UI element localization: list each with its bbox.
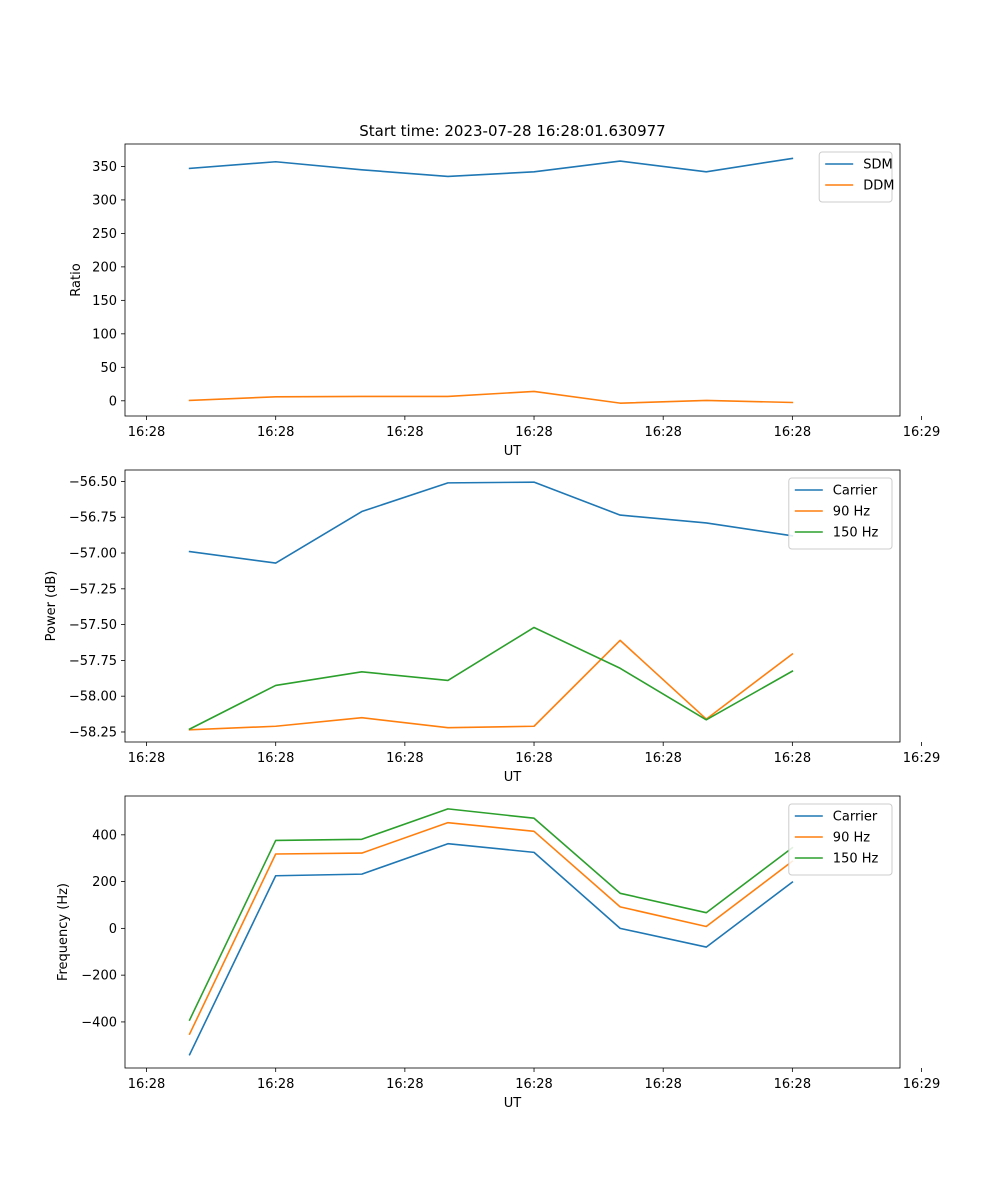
ratio-x-axis-label: UT [504,444,522,459]
power-legend-label: Carrier [833,484,878,499]
frequency-series-line [188,821,794,1036]
power-legend: Carrier 90 Hz 150 Hz [788,477,893,550]
power-y-axis-label: Power (dB) [44,571,59,642]
power-series [188,481,794,731]
power-y-tick-label: −56.75 [69,511,117,526]
ratio-y-tick-label: 300 [92,193,117,208]
ratio-y-tick-label: 50 [100,361,117,376]
power-subplot: 16:28 16:28 16:28 16:28 16:28 16:28 16:29 −58.… [44,469,940,785]
frequency-axes-frame [124,795,901,1069]
frequency-series-line [188,808,794,1022]
ratio-legend-label: DDM [863,179,894,194]
frequency-x-tick-label: 16:28 [515,1077,552,1092]
frequency-x-tick-label: 16:28 [774,1077,811,1092]
frequency-x-tick-label: 16:28 [257,1077,294,1092]
frequency-x-tick-label: 16:28 [386,1077,423,1092]
frequency-y-axis-label: Frequency (Hz) [56,883,71,981]
frequency-legend: Carrier 90 Hz 150 Hz [788,803,893,876]
power-y-tick-label: −57.75 [69,654,117,669]
ratio-series-line [188,390,794,404]
ratio-legend-label: SDM [863,158,892,173]
power-x-tick-label: 16:28 [128,751,165,766]
frequency-legend-label: Carrier [833,810,878,825]
frequency-y-tick-label: 0 [109,922,117,937]
ratio-x-tick-label: 16:28 [386,425,423,440]
frequency-x-tick-label: 16:28 [128,1077,165,1092]
power-x-tick-label: 16:28 [257,751,294,766]
ratio-series-line [188,157,794,178]
ratio-x-tick-label: 16:29 [903,425,940,440]
ratio-y-tick-label: 200 [92,260,117,275]
chart-title: Start time: 2023-07-28 16:28:01.630977 [359,122,665,140]
frequency-legend-label: 150 Hz [833,852,879,867]
ratio-legend: SDM DDM [818,151,894,203]
ratio-axes-frame [124,143,901,417]
ratio-x-tick-label: 16:28 [515,425,552,440]
power-legend-label: 90 Hz [833,505,870,520]
ratio-y-axis: 0 50 100 150 200 250 300 350 [92,160,125,409]
power-y-tick-label: −58.00 [69,690,117,705]
power-x-tick-label: 16:28 [644,751,681,766]
power-y-tick-label: −56.50 [69,475,117,490]
ratio-y-axis-label: Ratio [69,263,84,296]
ratio-y-tick-label: 350 [92,160,117,175]
power-axes-frame [124,469,901,743]
power-series-line [188,639,794,731]
power-y-tick-label: −57.25 [69,582,117,597]
power-x-tick-label: 16:28 [386,751,423,766]
ratio-y-tick-label: 150 [92,294,117,309]
ratio-y-tick-label: 0 [109,394,117,409]
ratio-series [188,157,794,404]
frequency-y-tick-label: 200 [92,875,117,890]
power-series-line [188,626,794,731]
power-x-axis-label: UT [504,770,522,785]
power-y-tick-label: −58.25 [69,725,117,740]
power-legend-label: 150 Hz [833,526,879,541]
frequency-x-axis: 16:28 16:28 16:28 16:28 16:28 16:28 16:29 [128,1068,940,1092]
frequency-y-axis: −400 −200 0 200 400 [81,828,125,1030]
frequency-legend-label: 90 Hz [833,831,870,846]
power-y-axis: −58.25 −58.00 −57.75 −57.50 −57.25 −57.00 −56.… [69,475,125,740]
power-y-tick-label: −57.50 [69,618,117,633]
power-series-line [188,481,794,564]
frequency-x-axis-label: UT [504,1096,522,1111]
ratio-x-axis: 16:28 16:28 16:28 16:28 16:28 16:28 16:29 [128,416,940,440]
power-x-tick-label: 16:29 [903,751,940,766]
frequency-x-tick-label: 16:29 [903,1077,940,1092]
ratio-x-tick-label: 16:28 [257,425,294,440]
power-x-tick-label: 16:28 [774,751,811,766]
frequency-series-line [188,842,794,1056]
frequency-y-tick-label: −400 [81,1015,117,1030]
ratio-subplot: Start time: 2023-07-28 16:28:01.630977 1… [69,122,940,459]
power-y-tick-label: −57.00 [69,547,117,562]
frequency-y-tick-label: 400 [92,828,117,843]
ratio-x-tick-label: 16:28 [128,425,165,440]
ratio-x-tick-label: 16:28 [644,425,681,440]
frequency-x-tick-label: 16:28 [644,1077,681,1092]
ratio-y-tick-label: 100 [92,327,117,342]
power-x-axis: 16:28 16:28 16:28 16:28 16:28 16:28 16:29 [128,742,940,766]
power-x-tick-label: 16:28 [515,751,552,766]
frequency-y-tick-label: −200 [81,969,117,984]
ratio-x-tick-label: 16:28 [774,425,811,440]
frequency-subplot: 16:28 16:28 16:28 16:28 16:28 16:28 16:29 −400… [56,795,940,1111]
ratio-y-tick-label: 250 [92,227,117,242]
frequency-series [188,808,794,1056]
